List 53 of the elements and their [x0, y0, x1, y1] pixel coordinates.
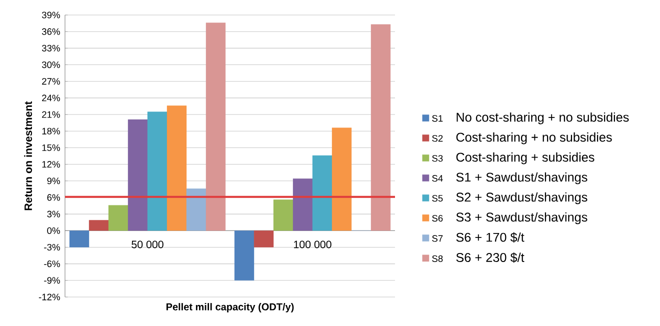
bar — [234, 230, 254, 280]
y-tick-label: 12% — [42, 161, 60, 168]
legend-label: S4 — [432, 175, 443, 182]
y-tick-label: 3% — [47, 210, 60, 218]
text: No cost-sharing + no subsidies — [456, 112, 629, 124]
bar — [332, 128, 352, 231]
y-tick-label: 15% — [42, 144, 60, 151]
bar — [108, 205, 128, 231]
y-tick-label: 39% — [42, 12, 60, 18]
bar — [206, 22, 226, 231]
y-tick-label: 9% — [47, 178, 60, 184]
y-tick-label: 33% — [42, 44, 60, 52]
legend-label: S7 — [432, 235, 443, 242]
bar — [128, 119, 148, 231]
bar — [370, 24, 391, 231]
bar — [254, 230, 274, 248]
text: S2 + Sawdust/shavings — [456, 192, 588, 204]
x-tick-label: 100 000 — [294, 240, 332, 248]
y-tick-label: -9% — [44, 277, 60, 284]
bar — [292, 178, 313, 231]
bar — [88, 220, 109, 231]
legend-label: S3 — [432, 155, 443, 162]
bar — [69, 230, 90, 248]
text: S3 + Sawdust/shavings — [456, 212, 588, 224]
x-tick-label: 50 000 — [132, 240, 164, 248]
bar — [166, 106, 187, 231]
y-tick-label: 30% — [42, 61, 60, 68]
text: S1 + Sawdust/shavings — [456, 172, 588, 184]
legend-label: S1 — [432, 115, 443, 122]
legend-label: S2 — [432, 135, 443, 142]
bar — [273, 200, 294, 231]
x-axis-title: Pellet mill capacity (ODT/y) — [166, 303, 294, 312]
bar — [147, 112, 168, 231]
text: S6 + 170 $/t — [456, 232, 524, 243]
legend-label: S5 — [432, 195, 443, 202]
y-tick-label: 24% — [42, 94, 60, 102]
y-tick-label: -12% — [38, 294, 60, 300]
y-tick-label: -6% — [44, 260, 60, 268]
legend-label: S8 — [432, 255, 443, 262]
y-tick-label: 36% — [42, 28, 60, 35]
y-tick-label: 18% — [42, 128, 60, 134]
y-tick-label: 27% — [42, 78, 60, 85]
bar — [186, 188, 206, 231]
legend-label: S6 — [432, 215, 443, 222]
text: Cost-sharing + subsidies — [456, 152, 594, 164]
text: S6 + 230 $/t — [456, 252, 524, 263]
y-tick-label: 21% — [42, 111, 60, 118]
y-tick-label: 6% — [47, 194, 60, 201]
text: Cost-sharing + no subsidies — [456, 132, 612, 144]
y-tick-label: -3% — [44, 244, 60, 251]
y-tick-label: 0% — [47, 227, 60, 234]
bar — [312, 155, 332, 231]
y-axis-title: Return on investment — [24, 101, 32, 210]
